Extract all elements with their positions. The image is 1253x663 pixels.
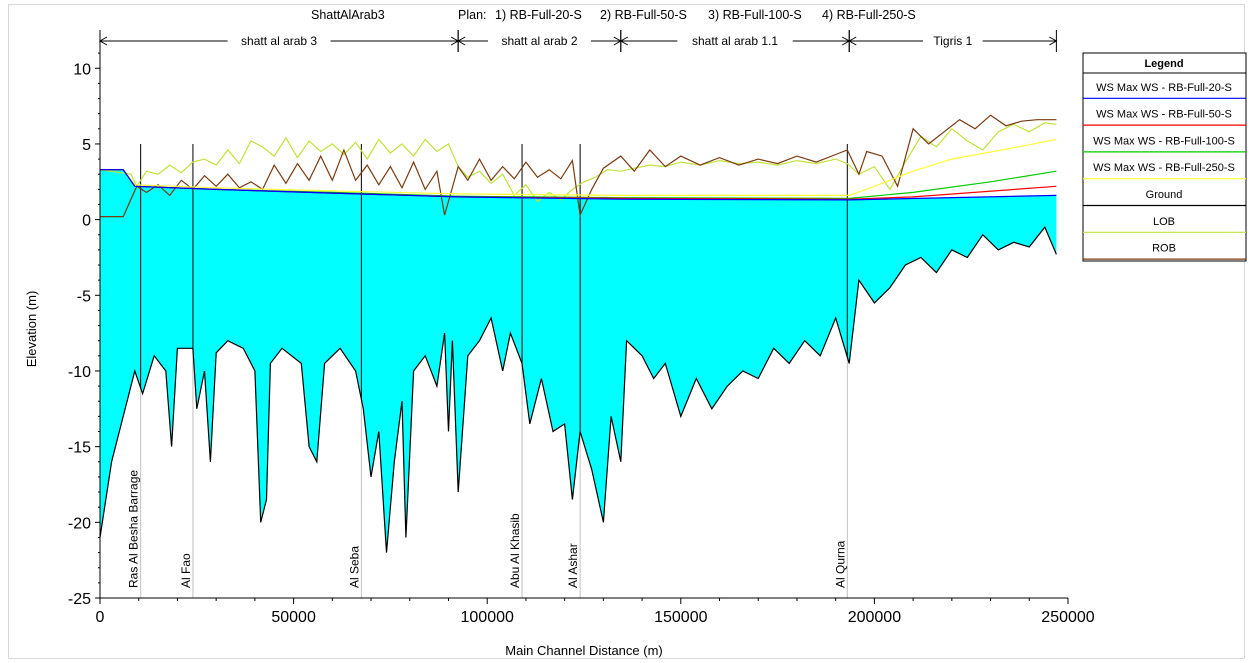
x-tick-label-1: 50000 <box>271 609 316 626</box>
bridge-label-2: Al Seba <box>347 546 361 588</box>
bridge-label-0: Ras Al Besha Barrage <box>127 470 141 588</box>
y-tick-label-0: 10 <box>73 61 91 78</box>
plan-3-label: 3) RB-Full-100-S <box>708 8 802 22</box>
y-tick-label-4: -10 <box>68 364 91 381</box>
series-line-ground <box>99 226 1057 553</box>
chart-frame <box>8 4 1245 659</box>
series-line-rob <box>100 114 1057 218</box>
x-tick-label-5: 250000 <box>1041 609 1094 626</box>
reach-label-bg-3 <box>923 33 983 49</box>
series-line-ws-max-ws-rb-full-250-s <box>100 138 1057 196</box>
legend-entries: WS Max WS - RB-Full-20-S WS Max WS - RB-F… <box>1083 82 1246 260</box>
y-tick-label-3: -5 <box>77 288 91 305</box>
y-tick-label-2: 0 <box>82 213 91 230</box>
plan-2-label: 2) RB-Full-50-S <box>600 8 687 22</box>
legend-entry-label-0: WS Max WS - RB-Full-20-S <box>1096 82 1232 94</box>
reach-bar: shatt al arab 3 shatt al arab 2 shatt al a… <box>98 30 1058 52</box>
reach-label-bg-0 <box>227 33 331 49</box>
series-line-ws-max-ws-rb-full-20-s <box>100 169 1057 201</box>
x-axis-label: Main Channel Distance (m) <box>505 643 663 658</box>
plan-label: Plan: <box>458 8 487 22</box>
plan-4-label: 4) RB-Full-250-S <box>822 8 916 22</box>
reach-label-1: shatt al arab 2 <box>501 34 577 48</box>
legend: Legend WS Max WS - RB-Full-20-SWS Max WS… <box>1082 52 1247 262</box>
series-lines <box>99 114 1057 553</box>
legend-box <box>1082 52 1247 262</box>
legend-entry-label-3: WS Max WS - RB-Full-250-S <box>1093 162 1235 174</box>
axes: 10 5 0 -5 -10 -15 -20 -25 0 50000 100000 150000 2000… <box>68 38 1095 626</box>
series-line-lob <box>99 122 1057 203</box>
legend-entry-label-1: WS Max WS - RB-Full-50-S <box>1096 109 1232 121</box>
plan-1-label: 1) RB-Full-20-S <box>495 8 582 22</box>
y-tick-label-7: -25 <box>68 591 91 608</box>
plan-header: ShattAlArab3 Plan: 1) RB-Full-20-S 2) RB… <box>311 8 916 22</box>
legend-entry-label-5: LOB <box>1153 216 1175 228</box>
bridge-label-3: Abu Al Khasib <box>508 513 522 588</box>
legend-entry-label-4: Ground <box>1146 189 1183 201</box>
legend-entry-label-6: ROB <box>1152 243 1176 255</box>
reach-label-3: Tigris 1 <box>933 34 972 48</box>
bridge-label-4: Al Ashar <box>566 543 580 588</box>
reach-label-0: shatt al arab 3 <box>241 34 317 48</box>
y-axis-label: Elevation (m) <box>24 291 39 368</box>
x-tick-label-3: 150000 <box>654 609 707 626</box>
x-tick-label-2: 100000 <box>461 609 514 626</box>
geometry-name: ShattAlArab3 <box>311 8 385 22</box>
bridge-markers: Ras Al Besha Barrage Al Fao Al Seba Abu Al … <box>127 143 848 598</box>
legend-entry-label-2: WS Max WS - RB-Full-100-S <box>1093 135 1235 147</box>
reach-label-2: shatt al arab 1.1 <box>692 34 778 48</box>
x-tick-label-0: 0 <box>96 609 105 626</box>
reach-label-bg-1 <box>487 33 591 49</box>
y-tick-label-6: -20 <box>68 515 91 532</box>
legend-title: Legend <box>1144 58 1183 70</box>
bridge-label-5: Al Qurna <box>833 540 847 588</box>
reach-label-bg-2 <box>677 33 793 49</box>
y-tick-label-1: 5 <box>82 137 91 154</box>
bridge-label-1: Al Fao <box>179 553 193 588</box>
water-fill-area <box>100 169 1057 553</box>
x-tick-label-4: 200000 <box>848 609 901 626</box>
y-tick-label-5: -15 <box>68 440 91 457</box>
